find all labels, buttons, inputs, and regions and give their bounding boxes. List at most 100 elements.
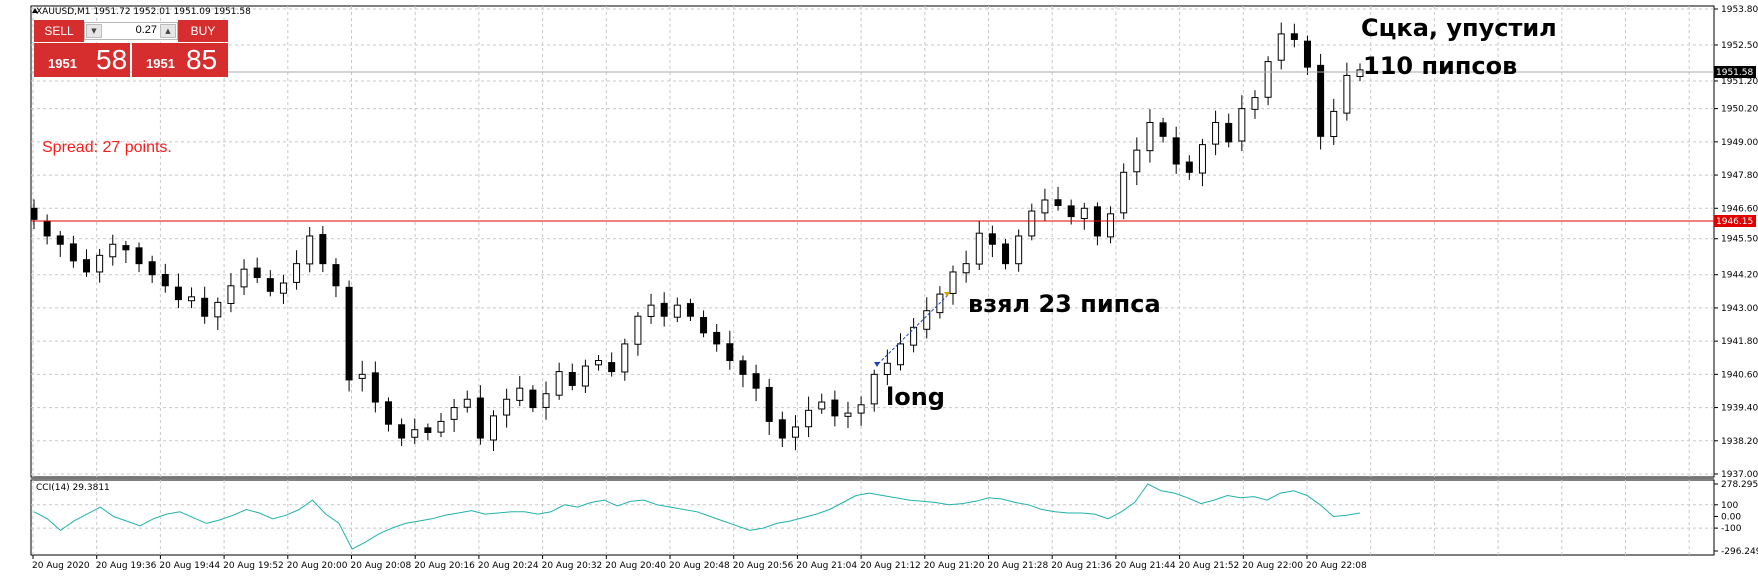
x-tick-label: 20 Aug 2020 [32,561,90,571]
x-tick-label: 20 Aug 19:36 [96,561,157,571]
candle [844,401,852,429]
candle [726,330,734,370]
candle [713,324,721,352]
one-click-trading-panel: SELL ▼ 0.27 ▲ BUY 1951 58 1951 85 [34,20,228,77]
candle [647,293,655,324]
candle [555,362,563,400]
candle [949,265,957,305]
main-grid [31,6,1714,477]
hline-price-label: 1946.15 [1714,215,1756,227]
x-tick-label: 20 Aug 21:52 [1179,561,1240,571]
buy-button[interactable]: BUY [178,20,228,42]
candle [962,250,970,283]
candle [1225,113,1233,148]
buy-price-box[interactable]: 1951 85 [132,43,228,77]
candle [542,381,550,420]
x-tick-label: 20 Aug 22:08 [1306,561,1367,571]
candle [975,221,983,270]
candle [1133,137,1141,186]
collapse-triangle-icon[interactable] [32,8,38,13]
candle [279,274,287,304]
candle [1159,117,1167,143]
candle [831,390,839,427]
candle [923,297,931,339]
candle [135,242,143,273]
candle [1015,229,1023,272]
candle [1054,186,1062,211]
y-tick-label: 1939.40 [1721,404,1758,414]
candle [870,369,878,412]
indicator-tick-label: -296.2496 [1721,547,1758,557]
candle [1264,56,1272,106]
candle [201,286,209,324]
lot-size-field[interactable]: ▼ 0.27 ▲ [84,22,178,40]
indicator-label: CCI(14) 29.3811 [36,483,110,493]
x-tick-label: 20 Aug 21:44 [1115,561,1176,571]
candle [188,287,196,309]
symbol-info: XAUUSD,M1 1951.72 1952.01 1951.09 1951.5… [36,7,251,17]
candle [700,310,708,338]
candle [818,393,826,414]
sell-price-small: 1951 [48,56,77,71]
y-tick-label: 1937.00 [1721,470,1758,480]
candle [266,270,274,297]
candle [1198,138,1206,187]
candle [437,412,445,438]
candle [896,333,904,371]
sell-button[interactable]: SELL [34,20,84,42]
candle [306,227,314,273]
y-tick-label: 1947.80 [1721,171,1758,181]
candle [660,292,668,327]
annotation-missed-line2: 110 пипсов [1363,52,1517,80]
candle [1107,206,1115,244]
candle [148,255,156,283]
lot-decrease-icon[interactable]: ▼ [86,24,102,38]
annotation-missed-line1: Сцка, упустил [1361,14,1557,42]
lot-increase-icon[interactable]: ▲ [160,24,176,38]
candle [319,226,327,273]
candle [30,199,38,229]
candle [161,263,169,293]
x-tick-label: 20 Aug 20:16 [414,561,475,571]
x-tick-label: 20 Aug 20:24 [478,561,539,571]
candle [608,352,616,377]
candle [109,234,117,266]
candle [910,318,918,353]
current-price-label: 1951.58 [1714,66,1756,78]
candle [529,385,537,412]
candle [805,396,813,438]
annotation-long: long [886,383,945,411]
x-tick-label: 20 Aug 21:04 [796,561,857,571]
candle [1277,22,1285,70]
candle [293,250,301,290]
x-tick-label: 20 Aug 20:08 [351,561,412,571]
sell-price-big: 58 [96,44,128,75]
candle [1080,202,1088,230]
candle [174,273,182,309]
y-tick-label: 1938.20 [1721,437,1758,447]
candle [1172,126,1180,174]
candle [122,240,130,264]
spread-text: Spread: 27 points. [42,139,172,156]
candle [581,359,589,394]
indicator-tick-label: -100 [1721,524,1742,534]
y-tick-label: 1943.00 [1721,304,1758,314]
current-price-text: 1951.58 [1716,68,1753,78]
candle [345,280,353,392]
buy-exit-arrow-icon [944,292,950,297]
candle [253,257,261,283]
candle [424,423,432,441]
candle [240,259,248,295]
lot-size-value[interactable]: 0.27 [135,24,157,36]
candle [634,311,642,356]
annotation-took-pips: взял 23 пипса [968,290,1161,318]
sell-price-box[interactable]: 1951 58 [34,43,130,77]
x-tick-label: 20 Aug 19:52 [223,561,284,571]
x-tick-label: 20 Aug 19:44 [159,561,220,571]
buy-entry-arrow-icon [874,362,880,367]
y-tick-label: 1940.60 [1721,370,1758,380]
candle [791,415,799,451]
candle [516,375,524,407]
